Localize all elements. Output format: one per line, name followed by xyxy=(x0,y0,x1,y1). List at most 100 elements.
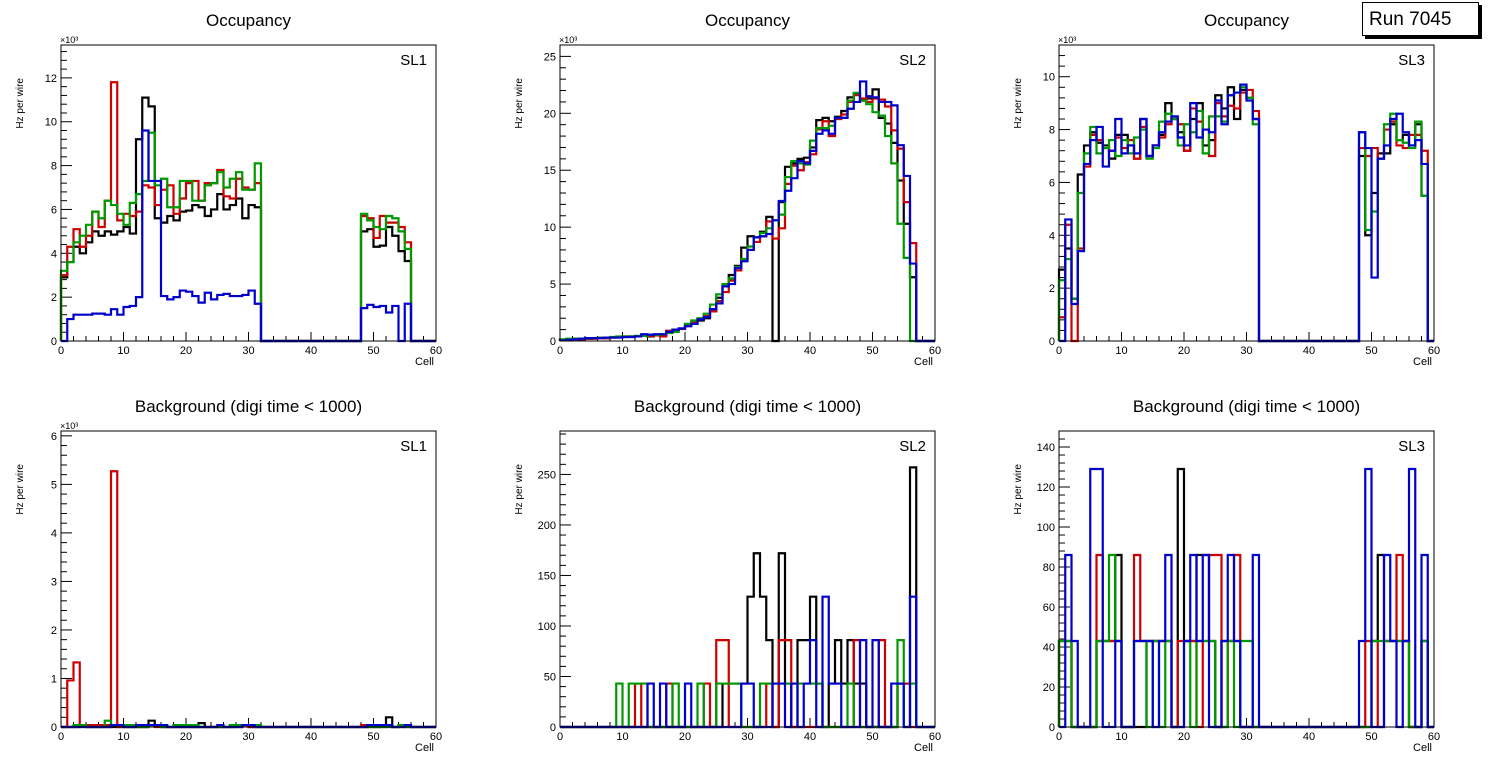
y-tick-label: 6 xyxy=(51,204,57,216)
y-tick-label: 2 xyxy=(51,292,57,304)
x-tick-label: 60 xyxy=(430,731,442,743)
y-axis-label: Hz per wire xyxy=(1013,464,1024,515)
x-tick-label: 40 xyxy=(804,731,816,743)
y-tick-label: 0 xyxy=(550,722,556,734)
x-tick-label: 10 xyxy=(117,345,129,357)
y-tick-label: 15 xyxy=(544,165,556,177)
run-label-box: Run 7045 xyxy=(1362,2,1479,36)
x-tick-label: 0 xyxy=(1056,345,1062,357)
y-tick-label: 4 xyxy=(51,248,57,260)
x-tick-label: 30 xyxy=(1240,345,1252,357)
x-tick-label: 30 xyxy=(1240,731,1252,743)
x-axis-label: Cell xyxy=(1413,356,1432,368)
y-tick-label: 100 xyxy=(538,621,556,633)
y-axis-exponent: ×10³ xyxy=(60,421,78,431)
plot-frame xyxy=(559,44,936,342)
histogram-series-green xyxy=(558,91,935,343)
histogram-series-blue xyxy=(560,595,935,729)
x-tick-label: 60 xyxy=(929,345,941,357)
plot-frame xyxy=(1058,44,1435,342)
x-tick-label: 20 xyxy=(1178,731,1190,743)
histogram-series-blue xyxy=(1059,83,1434,343)
y-tick-label: 100 xyxy=(1037,522,1055,534)
plot-frame xyxy=(60,44,437,342)
x-tick-label: 60 xyxy=(1428,731,1440,743)
x-tick-label: 10 xyxy=(616,345,628,357)
panel-title: Background (digi time < 1000) xyxy=(1133,397,1360,416)
superlayer-label: SL1 xyxy=(400,438,427,455)
x-axis-label: Cell xyxy=(914,356,933,368)
y-tick-label: 6 xyxy=(51,431,57,443)
x-tick-label: 40 xyxy=(1303,345,1315,357)
x-axis-label: Cell xyxy=(914,742,933,754)
x-tick-label: 50 xyxy=(367,731,379,743)
x-tick-label: 30 xyxy=(242,731,254,743)
y-tick-label: 10 xyxy=(544,222,556,234)
x-tick-label: 10 xyxy=(1115,731,1127,743)
y-tick-label: 4 xyxy=(51,528,57,540)
y-axis-label: Hz per wire xyxy=(15,464,26,515)
histogram-panel-2: Occupancy Hz per wire ×10³ Cell SL2 0 10 20 30 40… xyxy=(514,11,941,368)
x-tick-label: 50 xyxy=(1365,345,1377,357)
x-tick-label: 30 xyxy=(741,345,753,357)
histogram-series-blue xyxy=(61,129,436,343)
run-label: Run 7045 xyxy=(1369,9,1452,30)
x-tick-label: 50 xyxy=(866,345,878,357)
x-tick-label: 40 xyxy=(305,345,317,357)
panel-title: Occupancy xyxy=(206,11,292,30)
plot-frame xyxy=(60,430,437,728)
y-tick-label: 80 xyxy=(1043,562,1055,574)
x-axis-label: Cell xyxy=(1413,742,1432,754)
x-tick-label: 40 xyxy=(305,731,317,743)
x-tick-label: 50 xyxy=(866,731,878,743)
x-tick-label: 20 xyxy=(1178,345,1190,357)
x-tick-label: 10 xyxy=(1115,345,1127,357)
y-tick-label: 0 xyxy=(51,336,57,348)
y-axis-label: Hz per wire xyxy=(514,464,525,515)
y-tick-label: 8 xyxy=(51,161,57,173)
x-tick-label: 0 xyxy=(557,731,563,743)
x-tick-label: 60 xyxy=(1428,345,1440,357)
x-tick-label: 40 xyxy=(804,345,816,357)
x-tick-label: 20 xyxy=(679,345,691,357)
y-tick-label: 0 xyxy=(550,336,556,348)
histogram-series-black xyxy=(558,88,935,343)
histogram-series-green xyxy=(59,131,436,343)
y-tick-label: 120 xyxy=(1037,482,1055,494)
x-tick-label: 20 xyxy=(180,345,192,357)
panel-title: Background (digi time < 1000) xyxy=(634,397,861,416)
x-tick-label: 60 xyxy=(430,345,442,357)
panel-title: Background (digi time < 1000) xyxy=(135,397,362,416)
y-axis-label: Hz per wire xyxy=(15,78,26,129)
superlayer-label: SL1 xyxy=(400,52,427,69)
y-axis-exponent: ×10³ xyxy=(60,35,78,45)
superlayer-label: SL3 xyxy=(1398,52,1425,69)
histogram-series-red xyxy=(558,93,935,343)
histogram-series-red xyxy=(61,470,436,729)
x-tick-label: 30 xyxy=(741,731,753,743)
panel-title: Occupancy xyxy=(705,11,791,30)
y-axis-exponent: ×10³ xyxy=(1058,35,1076,45)
x-tick-label: 0 xyxy=(557,345,563,357)
y-tick-label: 1 xyxy=(51,673,57,685)
y-tick-label: 150 xyxy=(538,570,556,582)
y-tick-label: 25 xyxy=(544,51,556,63)
superlayer-label: SL2 xyxy=(899,438,926,455)
y-tick-label: 10 xyxy=(1043,72,1055,84)
y-tick-label: 10 xyxy=(45,117,57,129)
y-tick-label: 3 xyxy=(51,576,57,588)
histogram-series-blue xyxy=(1059,467,1434,729)
superlayer-label: SL2 xyxy=(899,52,926,69)
histogram-series-red xyxy=(59,81,436,343)
x-tick-label: 10 xyxy=(117,731,129,743)
y-tick-label: 200 xyxy=(538,520,556,532)
x-tick-label: 40 xyxy=(1303,731,1315,743)
y-tick-label: 0 xyxy=(51,722,57,734)
y-axis-label: Hz per wire xyxy=(1013,78,1024,129)
y-tick-label: 40 xyxy=(1043,642,1055,654)
y-tick-label: 20 xyxy=(544,108,556,120)
x-tick-label: 20 xyxy=(679,731,691,743)
